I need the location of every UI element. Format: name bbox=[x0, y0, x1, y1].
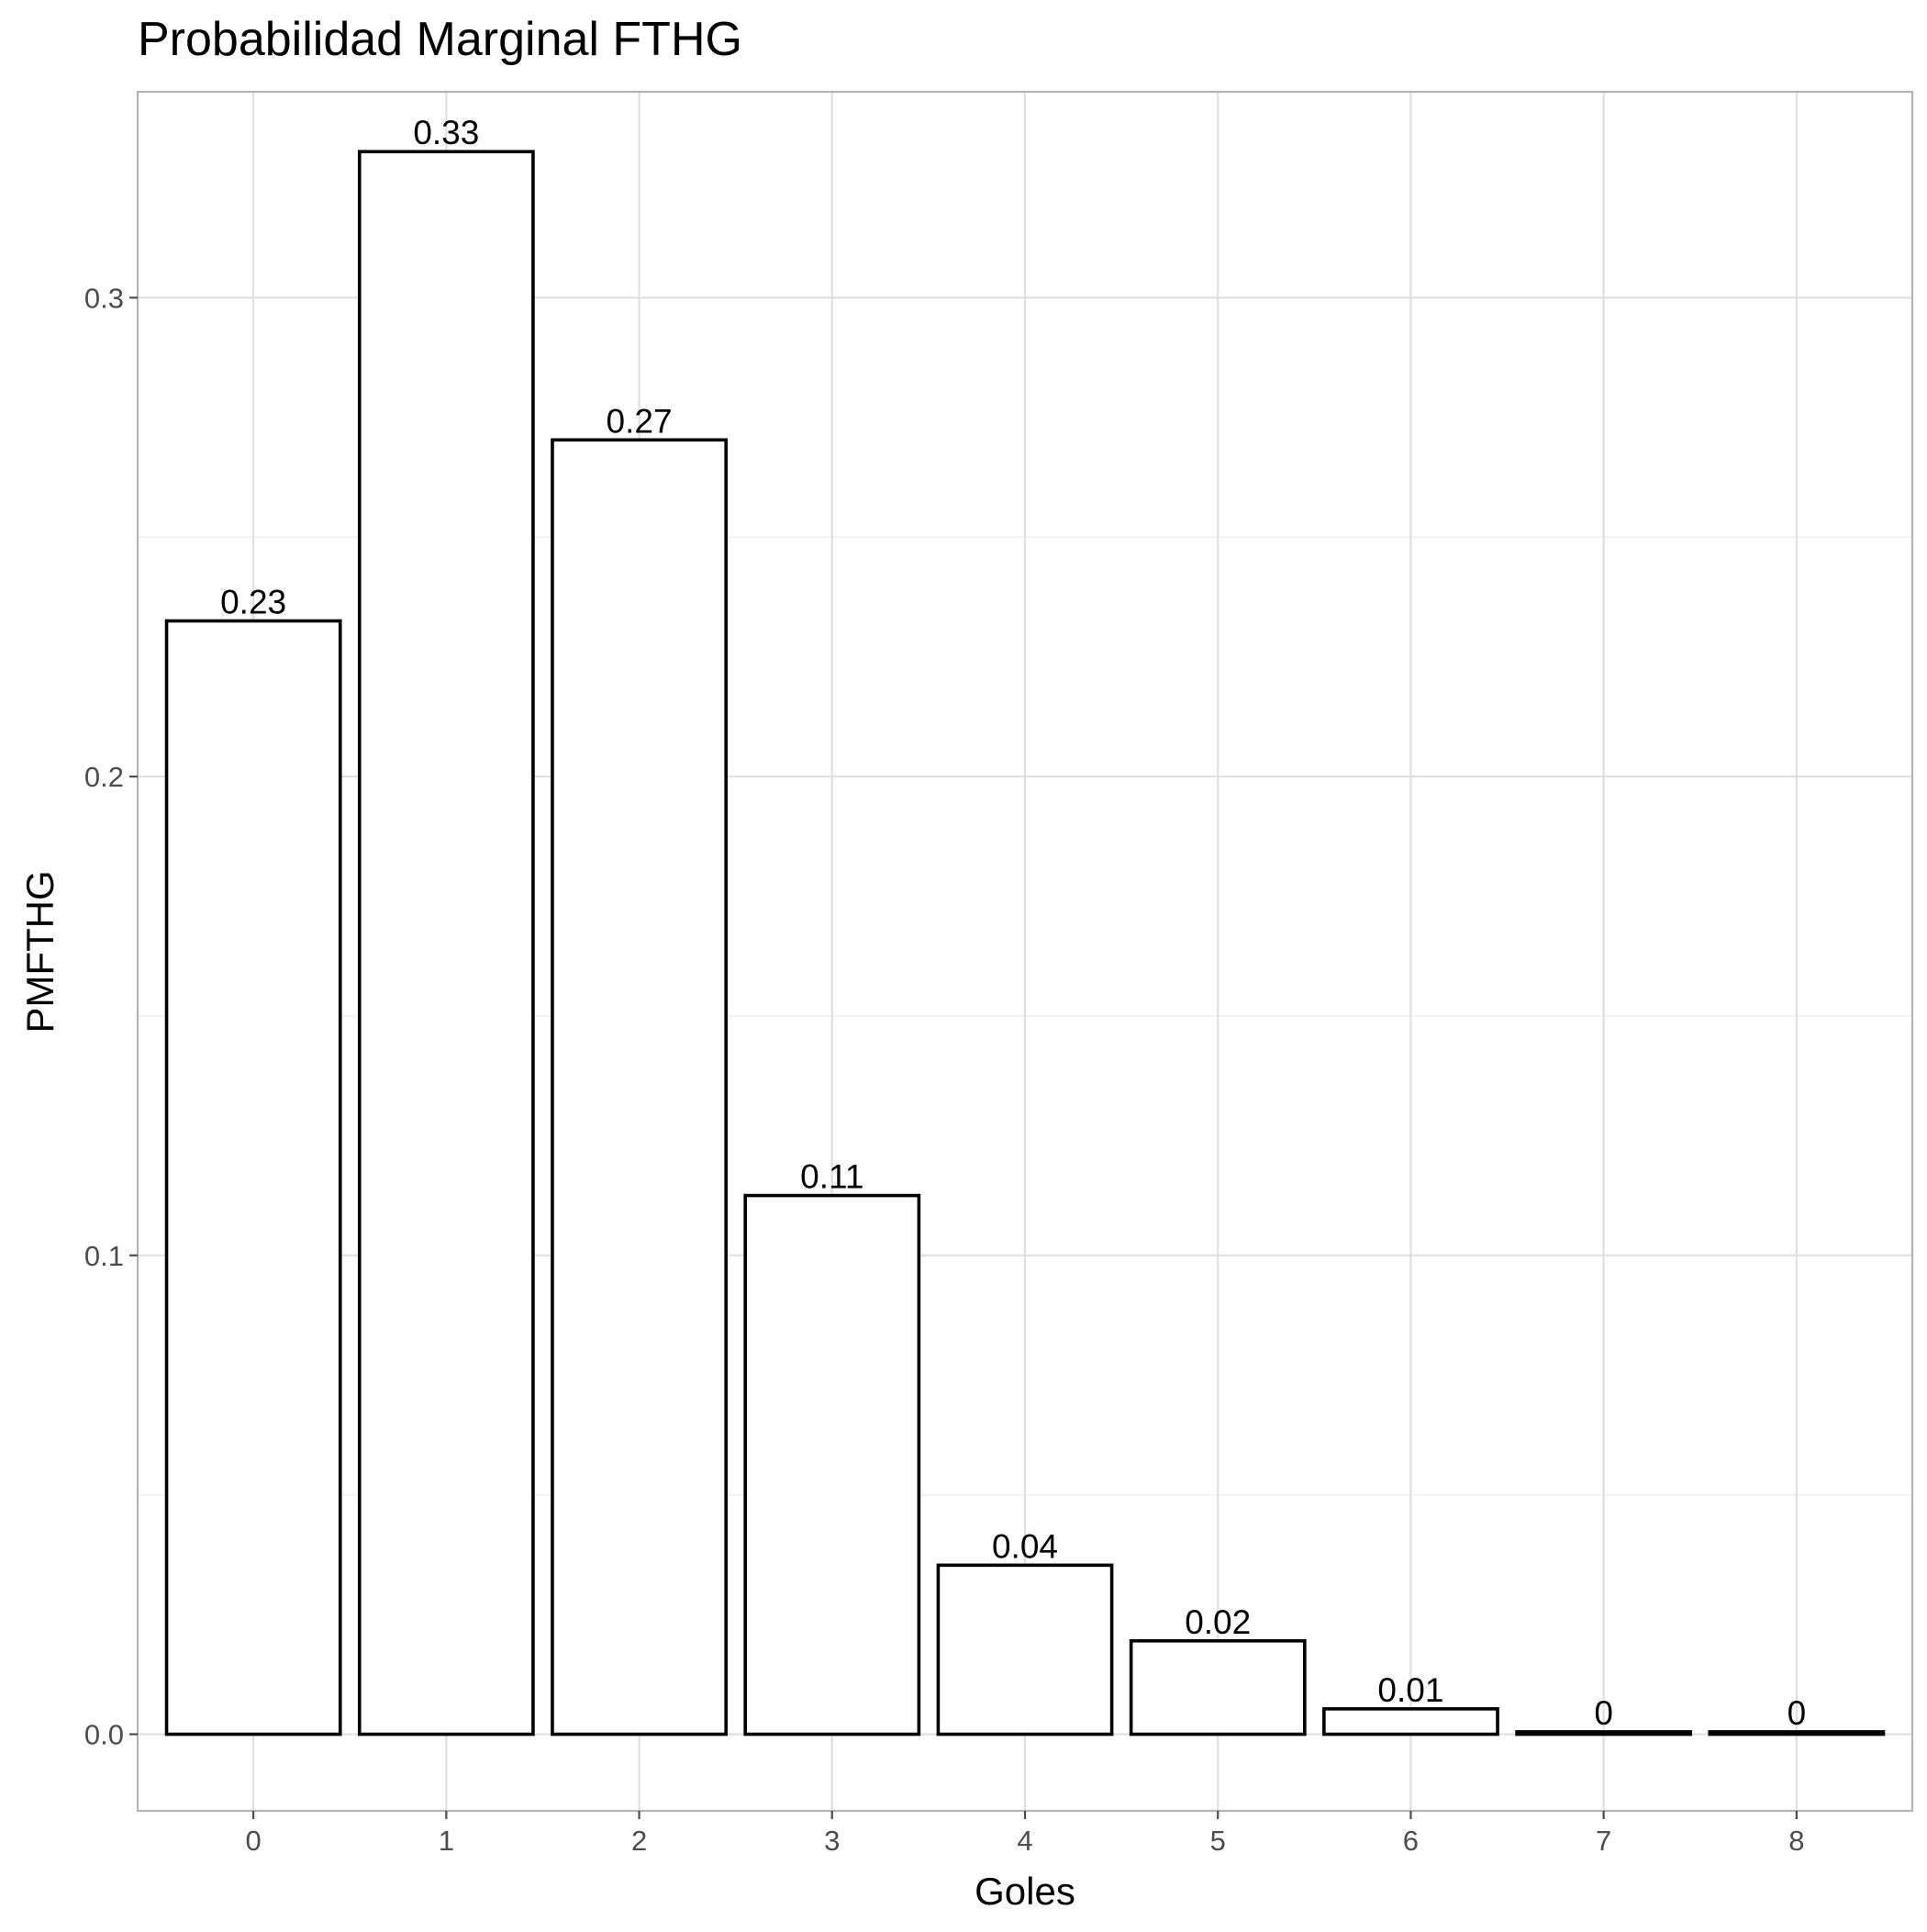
bar bbox=[164, 619, 342, 1737]
bar-value-label: 0 bbox=[1788, 1694, 1807, 1732]
bar bbox=[551, 438, 728, 1737]
x-tick-label: 0 bbox=[246, 1825, 262, 1857]
bar-value-label: 0.04 bbox=[992, 1527, 1058, 1565]
y-tick-label: 0.2 bbox=[84, 761, 124, 793]
axes-layer: 0.0 0.1 0.2 0.3 0 1 2 3 4 5 6 7 8 bbox=[84, 282, 1805, 1857]
bar-value-label: 0.23 bbox=[220, 584, 286, 621]
y-axis-title: PMFTHG bbox=[18, 870, 61, 1033]
chart-title: Probabilidad Marginal FTHG bbox=[138, 13, 742, 66]
x-tick-label: 6 bbox=[1403, 1825, 1419, 1857]
x-tick-label: 3 bbox=[824, 1825, 840, 1857]
bar bbox=[1129, 1638, 1307, 1737]
x-tick-label: 7 bbox=[1596, 1825, 1611, 1857]
x-tick-label: 2 bbox=[631, 1825, 647, 1857]
bar-value-label: 0.01 bbox=[1377, 1671, 1443, 1709]
bar bbox=[1322, 1707, 1499, 1737]
bar-labels-layer: 0.23 0.33 0.27 0.11 0.04 0.02 0.01 0 0 bbox=[220, 114, 1806, 1732]
bar bbox=[936, 1563, 1114, 1737]
x-tick-label: 8 bbox=[1788, 1825, 1804, 1857]
y-tick-label: 0.1 bbox=[84, 1240, 124, 1272]
bar bbox=[743, 1193, 921, 1737]
bar bbox=[357, 150, 535, 1737]
x-tick-label: 1 bbox=[439, 1825, 454, 1857]
bar-value-label: 0 bbox=[1594, 1694, 1613, 1732]
bar bbox=[1708, 1730, 1886, 1737]
x-axis-title: Goles bbox=[975, 1870, 1075, 1913]
bar-value-label: 0.27 bbox=[607, 402, 673, 440]
y-tick-label: 0.0 bbox=[84, 1719, 124, 1751]
bar-value-label: 0.02 bbox=[1185, 1603, 1251, 1641]
y-tick-label: 0.3 bbox=[84, 282, 124, 314]
bars-layer bbox=[164, 150, 1886, 1737]
x-tick-label: 4 bbox=[1017, 1825, 1032, 1857]
bar bbox=[1515, 1730, 1693, 1737]
bar-value-label: 0.11 bbox=[800, 1158, 863, 1196]
bar-value-label: 0.33 bbox=[413, 114, 479, 151]
x-tick-label: 5 bbox=[1210, 1825, 1226, 1857]
